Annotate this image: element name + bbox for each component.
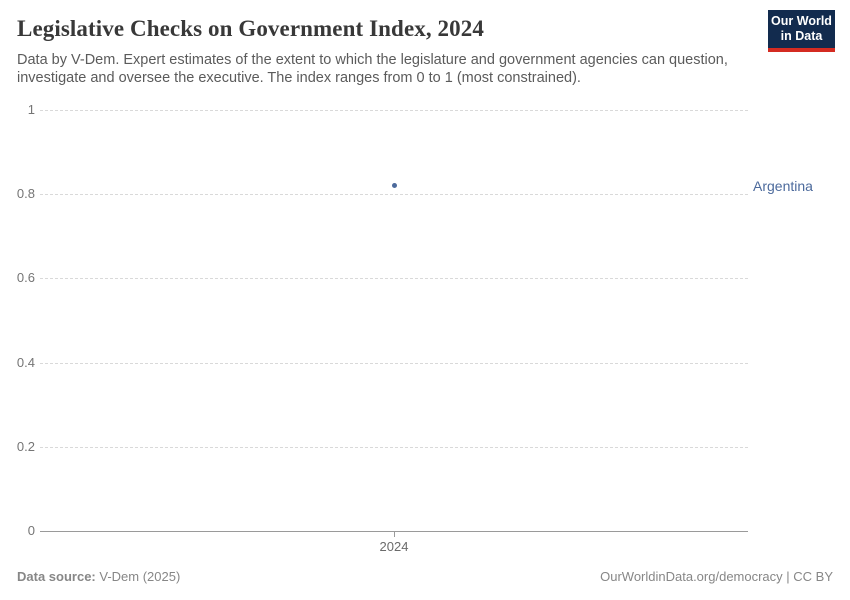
chart-subtitle-line2: investigate and oversee the executive. T… <box>17 70 581 86</box>
y-tick-label: 0.2 <box>16 438 35 454</box>
y-tick-label: 1 <box>27 102 35 117</box>
data-point-argentina[interactable] <box>391 183 397 189</box>
y-tick-label: 0.6 <box>16 270 35 286</box>
y-gridline <box>40 278 748 280</box>
y-gridline <box>40 446 748 448</box>
y-gridline <box>40 110 748 111</box>
x-axis-tick <box>394 531 395 537</box>
y-tick-label: 0 <box>27 523 35 538</box>
y-tick-label: 0.4 <box>16 354 35 370</box>
y-tick-label: 0.8 <box>16 186 35 202</box>
owid-logo-line2: in Data <box>780 29 823 43</box>
entity-label-argentina[interactable]: Argentina <box>753 177 813 194</box>
chart-subtitle: Data by V-Dem. Expert estimates of the e… <box>17 51 767 87</box>
owid-logo-stripe <box>768 48 835 52</box>
chart-subtitle-line1: Data by V-Dem. Expert estimates of the e… <box>17 52 728 68</box>
owid-logo[interactable]: Our World in Data <box>768 10 835 52</box>
footer-source: Data source: V-Dem (2025) <box>17 569 180 584</box>
owid-logo-line1: Our World <box>771 14 832 28</box>
page-title: Legislative Checks on Government Index, … <box>17 16 484 41</box>
footer-source-label: Data source: <box>17 569 96 584</box>
x-tick-label: 2024 <box>379 539 409 554</box>
owid-logo-text: Our World in Data <box>768 10 835 48</box>
y-gridline <box>40 362 748 364</box>
footer-credit-link[interactable]: OurWorldinData.org/democracy | CC BY <box>600 569 833 584</box>
footer-source-value: V-Dem (2025) <box>95 569 181 584</box>
y-gridline <box>40 194 748 196</box>
